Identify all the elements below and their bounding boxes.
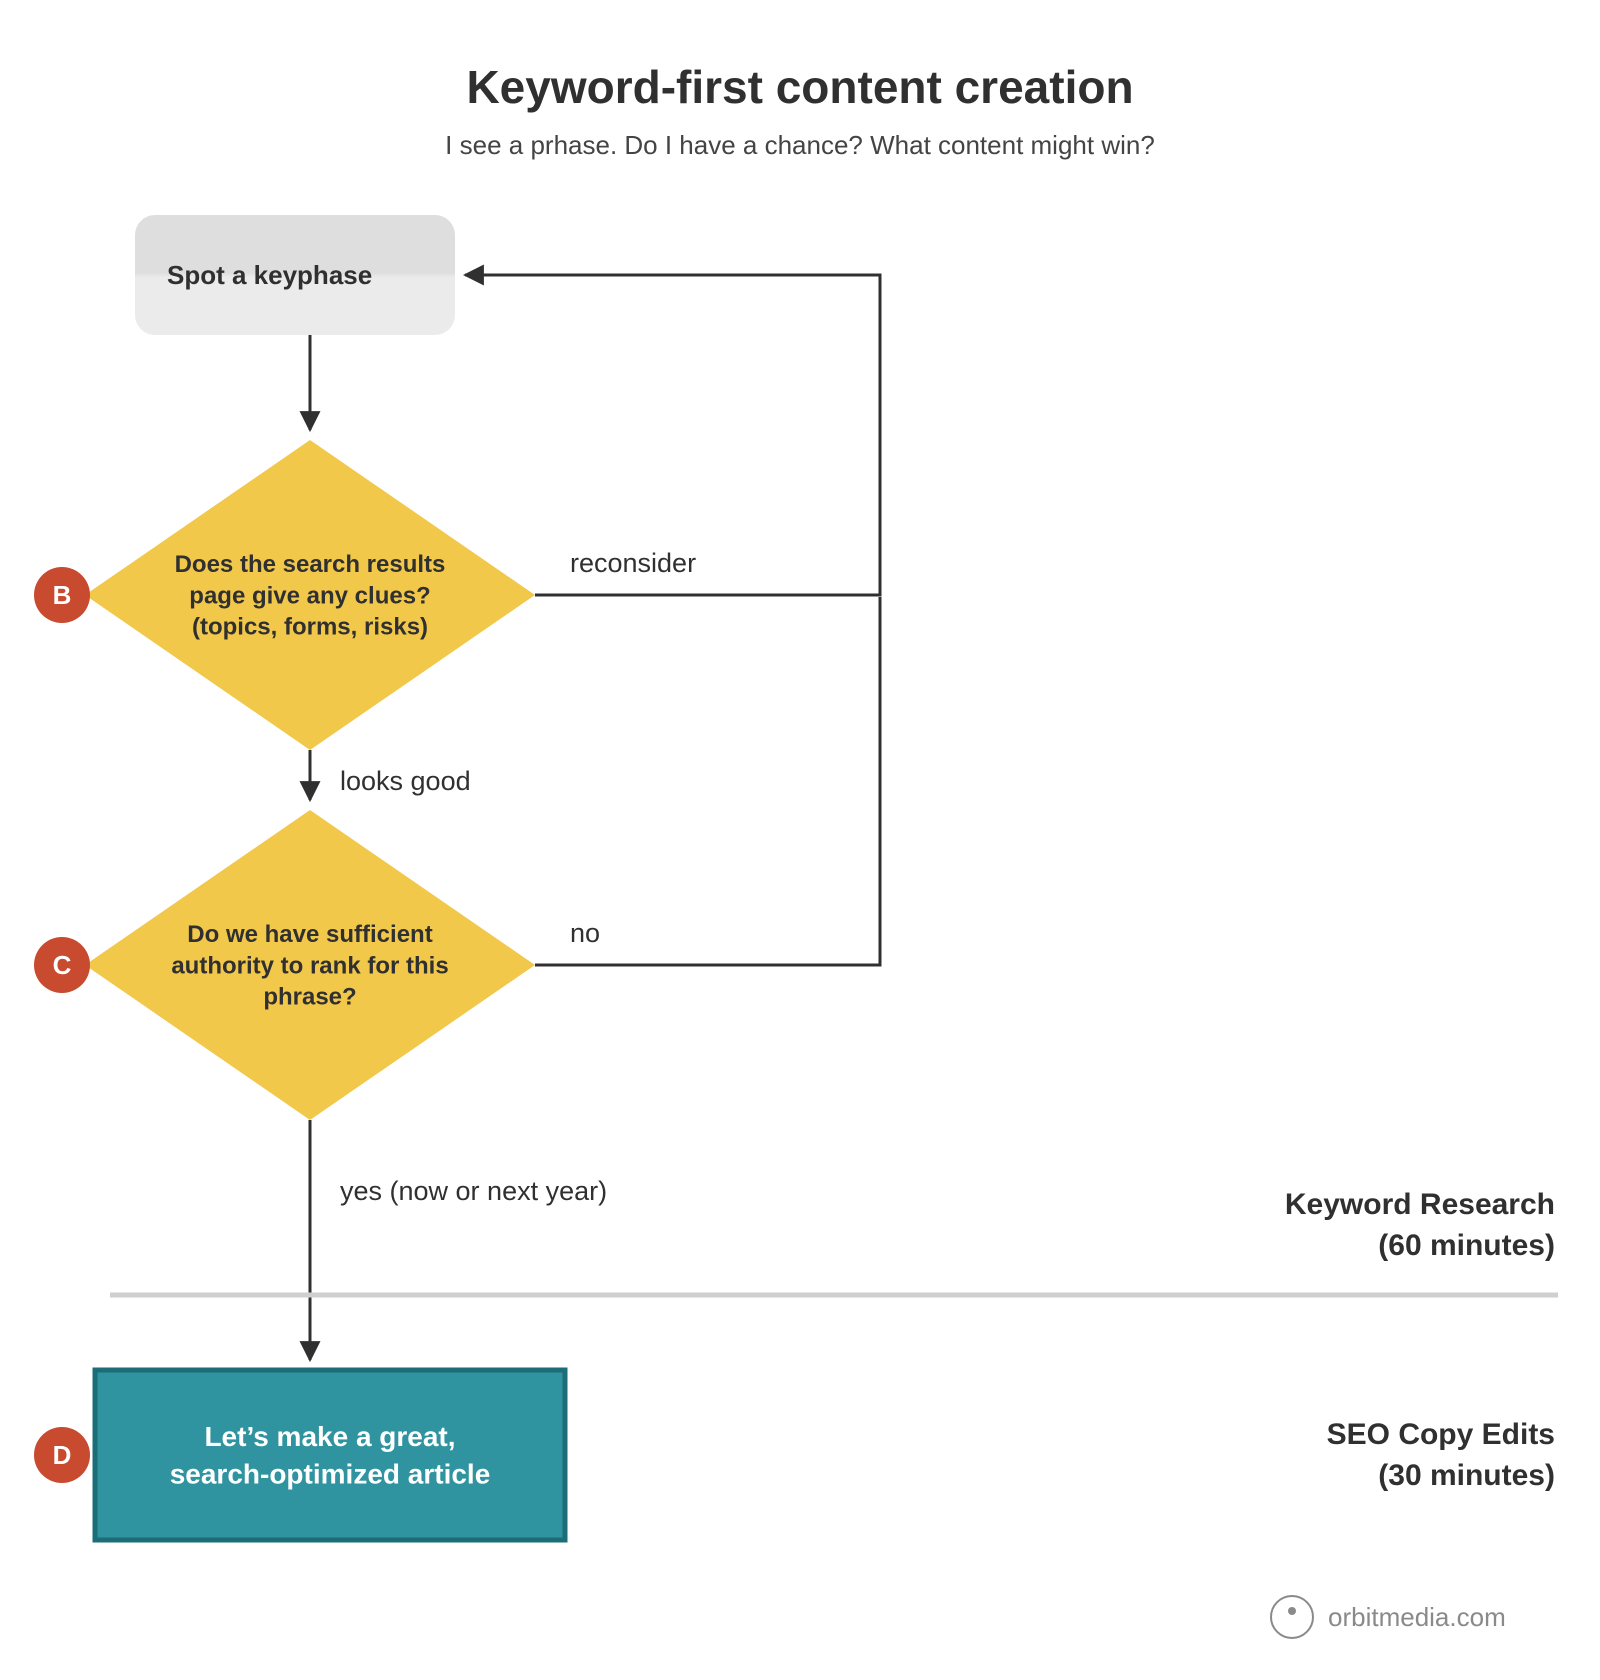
orbitmedia-logo-icon: [1270, 1595, 1314, 1639]
node-label-spot: Spot a keyphase: [167, 260, 372, 290]
footer-credit: orbitmedia.com: [1270, 1595, 1506, 1639]
section-label-seo-copy-edits: SEO Copy Edits(30 minutes): [1327, 1415, 1555, 1496]
node-label-authority-l1: authority to rank for this: [171, 952, 448, 979]
edge-label-clues-to-authority: looks good: [340, 766, 471, 796]
node-label-make-l0: Let’s make a great,: [204, 1421, 455, 1452]
node-make: [95, 1370, 565, 1540]
badge-label-authority: C: [53, 950, 72, 980]
node-label-clues-l1: page give any clues?: [189, 582, 430, 609]
node-label-authority-l2: phrase?: [263, 984, 356, 1011]
edge-label-clues-reconsider: reconsider: [570, 548, 696, 578]
flowchart-canvas: Keyword-first content creation I see a p…: [0, 0, 1600, 1680]
badge-label-make: D: [53, 1440, 72, 1470]
badge-label-clues: B: [53, 580, 72, 610]
node-label-make-l1: search-optimized article: [170, 1459, 491, 1490]
section-label-keyword-research: Keyword Research(60 minutes): [1285, 1185, 1555, 1266]
node-label-authority-l0: Do we have sufficient: [187, 921, 432, 948]
edge-label-authority-to-make: yes (now or next year): [340, 1176, 607, 1206]
node-label-clues-l0: Does the search results: [175, 551, 446, 578]
edge-clues-reconsider: [465, 275, 880, 595]
edge-label-authority-no: no: [570, 918, 600, 948]
footer-text: orbitmedia.com: [1328, 1602, 1506, 1633]
edge-authority-no: [535, 597, 880, 965]
node-label-clues-l2: (topics, forms, risks): [192, 614, 428, 641]
